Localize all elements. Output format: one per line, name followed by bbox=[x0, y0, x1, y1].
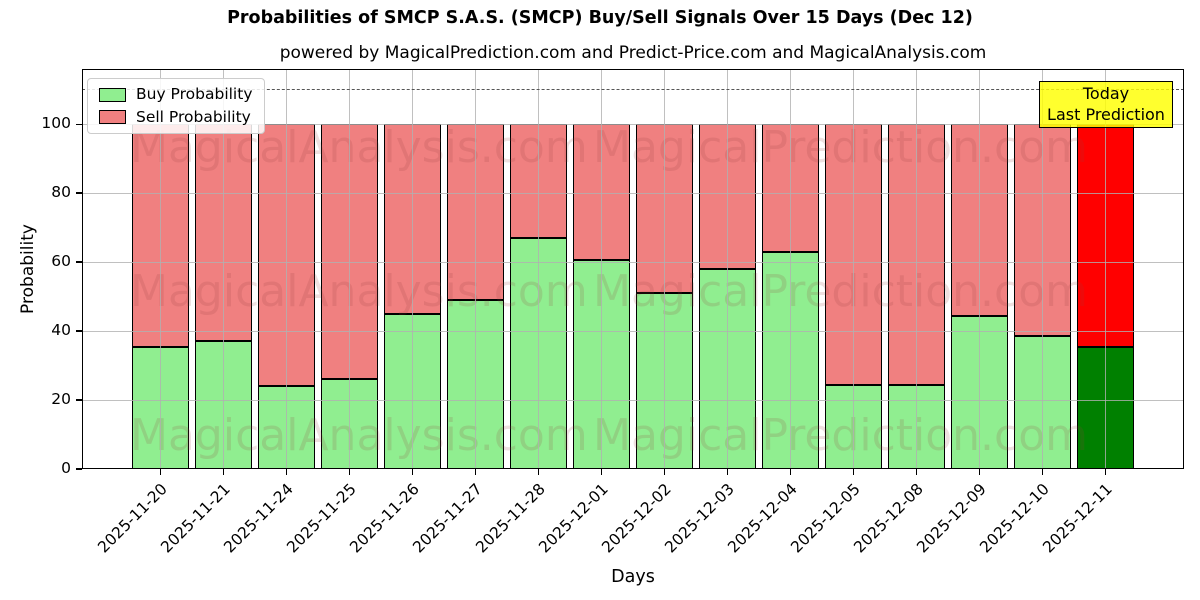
legend-swatch bbox=[99, 87, 126, 102]
legend-item: Buy Probability bbox=[99, 85, 253, 103]
annotation-line-2: Last Prediction bbox=[1047, 105, 1165, 124]
x-tick-label: 2025-12-05 bbox=[787, 480, 865, 557]
x-tick-mark bbox=[852, 469, 855, 475]
x-tick-mark bbox=[600, 469, 603, 475]
chart-legend: Buy Probability Sell Probability bbox=[87, 78, 265, 134]
x-tick-mark bbox=[726, 469, 729, 475]
chart-subtitle: powered by MagicalPrediction.com and Pre… bbox=[279, 43, 987, 63]
x-tick-label: 2025-11-27 bbox=[409, 480, 487, 557]
x-tick-mark bbox=[537, 469, 540, 475]
x-axis-label: Days bbox=[611, 567, 655, 587]
x-tick-mark bbox=[915, 469, 918, 475]
x-tick-label: 2025-12-11 bbox=[1039, 480, 1117, 557]
legend-item-label: Sell Probability bbox=[136, 107, 251, 126]
legend-item: Sell Probability bbox=[99, 107, 253, 126]
plot-area: MagicalAnalysis.com MagicalPrediction.com… bbox=[82, 69, 1184, 469]
chart-title: Probabilities of SMCP S.A.S. (SMCP) Buy/… bbox=[227, 8, 973, 28]
legend-swatch bbox=[99, 110, 126, 125]
legend-item-label: Buy Probability bbox=[136, 85, 253, 103]
x-tick-mark bbox=[978, 469, 981, 475]
x-tick-mark bbox=[159, 469, 162, 475]
x-tick-label: 2025-11-21 bbox=[157, 480, 235, 557]
y-tick-label: 100 bbox=[41, 113, 71, 132]
x-tick-mark bbox=[474, 469, 477, 475]
watermark-text: MagicalAnalysis.com bbox=[130, 410, 588, 461]
x-tick-label: 2025-11-28 bbox=[472, 480, 550, 557]
watermark-text: MagicalPrediction.com bbox=[593, 410, 1088, 461]
x-tick-mark bbox=[411, 469, 414, 475]
x-tick-mark bbox=[1104, 469, 1107, 475]
watermark-text: MagicalAnalysis.com bbox=[130, 266, 588, 317]
x-tick-mark bbox=[663, 469, 666, 475]
annotation-line-1: Today bbox=[1082, 84, 1130, 103]
x-tick-mark bbox=[222, 469, 225, 475]
x-tick-label: 2025-12-04 bbox=[724, 480, 802, 557]
x-tick-label: 2025-11-25 bbox=[283, 480, 361, 557]
watermark-layer: MagicalAnalysis.com MagicalPrediction.com… bbox=[82, 69, 1184, 469]
x-tick-mark bbox=[789, 469, 792, 475]
y-tick-label: 40 bbox=[51, 320, 71, 339]
y-axis-label: Probability bbox=[18, 224, 38, 314]
x-tick-label: 2025-12-10 bbox=[976, 480, 1054, 557]
y-tick-label: 80 bbox=[51, 182, 71, 201]
x-tick-label: 2025-12-02 bbox=[598, 480, 676, 557]
x-tick-mark bbox=[285, 469, 288, 475]
x-tick-label: 2025-11-20 bbox=[94, 480, 172, 557]
x-tick-label: 2025-11-26 bbox=[346, 480, 424, 557]
y-tick-label: 0 bbox=[61, 458, 71, 477]
x-tick-label: 2025-12-09 bbox=[913, 480, 991, 557]
x-tick-label: 2025-12-03 bbox=[661, 480, 739, 557]
y-tick-label: 20 bbox=[51, 389, 71, 408]
x-tick-label: 2025-12-01 bbox=[535, 480, 613, 557]
x-tick-label: 2025-12-08 bbox=[850, 480, 928, 557]
watermark-text: MagicalPrediction.com bbox=[593, 122, 1088, 173]
x-tick-label: 2025-11-24 bbox=[220, 480, 298, 557]
today-annotation: Today Last Prediction bbox=[1039, 81, 1173, 128]
x-tick-mark bbox=[1041, 469, 1044, 475]
watermark-text: MagicalPrediction.com bbox=[593, 266, 1088, 317]
x-tick-mark bbox=[348, 469, 351, 475]
